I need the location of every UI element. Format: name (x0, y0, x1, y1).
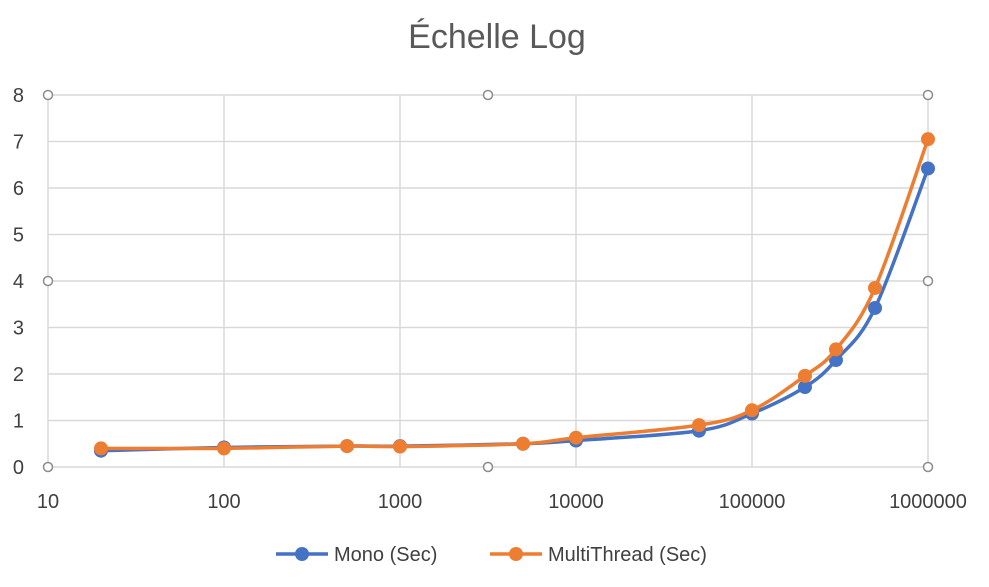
x-tick-label: 10 (37, 491, 59, 513)
legend-marker (509, 547, 523, 561)
series-lines (93, 132, 935, 458)
y-tick-label: 5 (13, 225, 24, 247)
y-tick-label: 3 (13, 318, 24, 340)
y-tick-label: 8 (13, 85, 24, 107)
resize-handle[interactable] (482, 89, 494, 101)
y-tick-label: 0 (13, 457, 24, 479)
x-tick-label: 100000 (719, 491, 786, 513)
data-point (745, 403, 759, 418)
y-tick-label: 4 (13, 271, 24, 293)
x-tick-label: 1000000 (889, 491, 967, 513)
x-tick-label: 1000 (378, 491, 423, 513)
series-line (100, 167, 930, 453)
y-tick-label: 1 (13, 411, 24, 433)
y-tick-label: 7 (13, 132, 24, 154)
data-point (797, 368, 812, 383)
resize-handle[interactable] (42, 275, 54, 287)
series-mono (93, 161, 935, 458)
y-tick-label: 6 (13, 178, 24, 200)
resize-handle[interactable] (922, 275, 934, 287)
resize-handle[interactable] (922, 461, 934, 473)
resize-handle[interactable] (922, 89, 934, 101)
legend-label: Mono (Sec) (334, 544, 437, 566)
data-point (797, 380, 812, 395)
series-multithread (93, 132, 935, 456)
selection-handles[interactable] (42, 89, 934, 473)
data-point (569, 430, 583, 445)
resize-handle[interactable] (42, 89, 54, 101)
resize-handle[interactable] (482, 461, 494, 473)
chart-title: Échelle Log (408, 18, 586, 56)
y-tick-label: 2 (13, 364, 24, 386)
legend-marker (295, 547, 309, 561)
data-point (921, 161, 935, 176)
grid-lines (47, 94, 929, 468)
data-point (340, 439, 355, 454)
data-point (393, 439, 407, 454)
x-tick-label: 10000 (548, 491, 604, 513)
legend-item-multithread: MultiThread (Sec) (490, 544, 707, 566)
legend: Mono (Sec) MultiThread (Sec) (276, 544, 707, 566)
data-point (692, 418, 707, 433)
data-point (921, 132, 935, 147)
legend-item-mono: Mono (Sec) (276, 544, 437, 566)
x-tick-label: 100 (207, 491, 240, 513)
series-line (100, 138, 930, 451)
legend-label: MultiThread (Sec) (548, 544, 707, 566)
data-point (868, 300, 883, 315)
data-point (93, 441, 108, 456)
data-point (217, 441, 231, 456)
resize-handle[interactable] (42, 461, 54, 473)
data-point (828, 353, 843, 368)
data-point (828, 342, 843, 357)
axis-ticks: 0 1 2 3 4 5 6 7 8 10 100 1000 10000 100000 1000000 (13, 85, 967, 513)
data-point (516, 436, 531, 451)
data-point (868, 280, 883, 295)
